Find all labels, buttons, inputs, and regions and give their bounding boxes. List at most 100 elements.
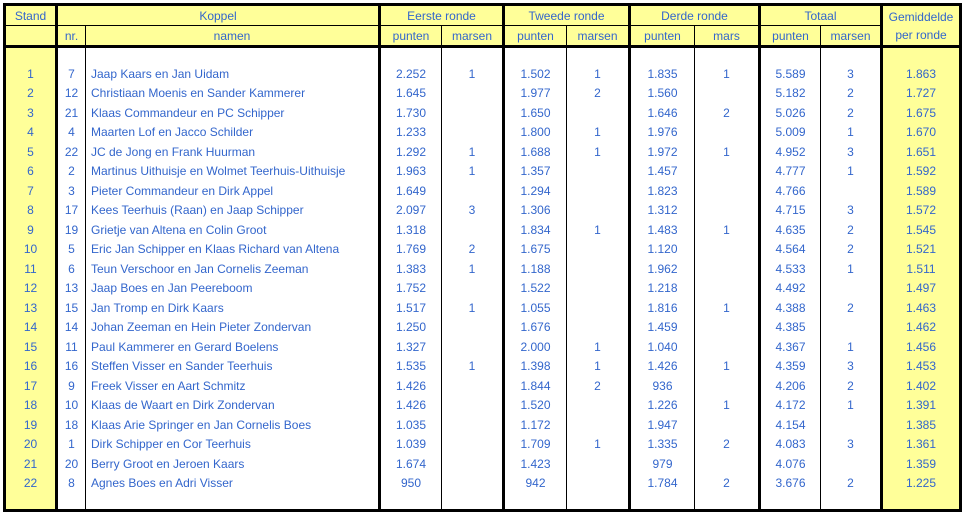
cell-r3-mars (694, 122, 760, 142)
header-gemiddelde: Gemiddelde per ronde (880, 4, 961, 48)
cell-nr: 13 (55, 278, 86, 298)
cell-r1-punten: 1.292 (378, 142, 442, 162)
header-totaal-punten: punten (758, 25, 821, 48)
cell-stand: 21 (4, 454, 57, 474)
cell-r2-marsen (566, 239, 630, 259)
cell-tot-punten: 3.676 (758, 473, 821, 493)
cell-nr: 17 (55, 200, 86, 220)
table-row: 6 2 Martinus Uithuisje en Wolmet Teerhuis-… (4, 161, 961, 181)
cell-r2-marsen: 2 (566, 376, 630, 396)
cell-namen: Klaas de Waart en Dirk Zondervan (85, 395, 380, 415)
table-row: 14 14 Johan Zeeman en Hein Pieter Zonderva… (4, 317, 961, 337)
table-row: 4 4 Maarten Lof en Jacco Schilder 1.233 1.80… (4, 122, 961, 142)
table-row: 3 21 Klaas Commandeur en PC Schipper 1.730 1… (4, 103, 961, 123)
cell-r2-punten: 1.520 (502, 395, 567, 415)
cell-nr: 15 (55, 298, 86, 318)
spacer-cell (55, 493, 86, 511)
cell-r2-marsen: 1 (566, 122, 630, 142)
cell-r2-marsen (566, 415, 630, 435)
cell-r3-mars (694, 317, 760, 337)
header-namen: namen (85, 25, 380, 48)
cell-r1-punten: 1.327 (378, 337, 442, 357)
cell-r2-punten: 942 (502, 473, 567, 493)
cell-r2-marsen (566, 473, 630, 493)
cell-nr: 18 (55, 415, 86, 435)
cell-r3-mars: 1 (694, 220, 760, 240)
cell-r2-marsen (566, 317, 630, 337)
cell-stand: 2 (4, 83, 57, 103)
cell-gemiddelde: 1.391 (880, 395, 961, 415)
cell-r3-mars: 2 (694, 434, 760, 454)
cell-stand: 20 (4, 434, 57, 454)
cell-r1-punten: 1.535 (378, 356, 442, 376)
cell-r1-punten: 1.426 (378, 376, 442, 396)
cell-r3-punten: 1.457 (628, 161, 695, 181)
header-koppel: Koppel (55, 4, 380, 26)
cell-r1-punten: 1.035 (378, 415, 442, 435)
cell-namen: Dirk Schipper en Cor Teerhuis (85, 434, 380, 454)
cell-r1-marsen (441, 83, 504, 103)
cell-r2-marsen: 1 (566, 434, 630, 454)
header-stand-empty (4, 25, 57, 48)
spacer-cell (820, 46, 882, 64)
cell-r2-punten: 1.306 (502, 200, 567, 220)
table-row: 21 20 Berry Groot en Jeroen Kaars 1.674 1.42… (4, 454, 961, 474)
spacer-cell (628, 493, 695, 511)
cell-tot-marsen (820, 454, 882, 474)
cell-namen: Klaas Commandeur en PC Schipper (85, 103, 380, 123)
table-row: 7 3 Pieter Commandeur en Dirk Appel 1.649 1.… (4, 181, 961, 201)
spacer-cell (880, 46, 961, 64)
cell-r1-marsen (441, 434, 504, 454)
spacer-cell (758, 493, 821, 511)
cell-r1-punten: 1.730 (378, 103, 442, 123)
spacer-cell (378, 493, 442, 511)
cell-r3-punten: 1.040 (628, 337, 695, 357)
cell-r1-marsen: 1 (441, 259, 504, 279)
cell-nr: 4 (55, 122, 86, 142)
cell-r1-marsen (441, 103, 504, 123)
cell-r2-punten: 1.188 (502, 259, 567, 279)
table-row: 1 7 Jaap Kaars en Jan Uidam 2.252 1 1.502 1 1.8… (4, 64, 961, 84)
cell-tot-punten: 5.026 (758, 103, 821, 123)
cell-r2-punten: 1.675 (502, 239, 567, 259)
cell-nr: 1 (55, 434, 86, 454)
cell-r3-punten: 1.823 (628, 181, 695, 201)
cell-gemiddelde: 1.497 (880, 278, 961, 298)
cell-r1-marsen (441, 337, 504, 357)
cell-r3-mars (694, 376, 760, 396)
spacer-row-bottom (4, 493, 961, 511)
cell-tot-marsen: 2 (820, 103, 882, 123)
cell-nr: 12 (55, 83, 86, 103)
cell-gemiddelde: 1.670 (880, 122, 961, 142)
cell-r3-mars: 1 (694, 64, 760, 84)
cell-namen: Johan Zeeman en Hein Pieter Zondervan (85, 317, 380, 337)
cell-r1-punten: 1.649 (378, 181, 442, 201)
cell-r3-punten: 1.816 (628, 298, 695, 318)
cell-namen: Kees Teerhuis (Raan) en Jaap Schipper (85, 200, 380, 220)
cell-r1-punten: 950 (378, 473, 442, 493)
cell-stand: 17 (4, 376, 57, 396)
cell-tot-marsen: 1 (820, 259, 882, 279)
cell-tot-marsen: 2 (820, 298, 882, 318)
cell-r1-marsen (441, 395, 504, 415)
cell-r1-marsen (441, 317, 504, 337)
cell-r2-marsen: 1 (566, 64, 630, 84)
cell-namen: Eric Jan Schipper en Klaas Richard van A… (85, 239, 380, 259)
header-tweede-ronde: Tweede ronde (502, 4, 630, 26)
cell-nr: 9 (55, 376, 86, 396)
cell-nr: 7 (55, 64, 86, 84)
spacer-cell (4, 46, 57, 64)
cell-r3-mars (694, 181, 760, 201)
cell-namen: Maarten Lof en Jacco Schilder (85, 122, 380, 142)
cell-tot-punten: 4.715 (758, 200, 821, 220)
header-group-row: Stand Koppel Eerste ronde Tweede ronde D… (4, 4, 961, 48)
cell-r3-mars (694, 83, 760, 103)
cell-r2-punten: 1.294 (502, 181, 567, 201)
standings-body: 1 7 Jaap Kaars en Jan Uidam 2.252 1 1.502 1 1.8… (4, 46, 961, 511)
header-derde-ronde: Derde ronde (628, 4, 760, 26)
cell-r1-punten: 1.645 (378, 83, 442, 103)
cell-r2-punten: 1.709 (502, 434, 567, 454)
cell-namen: JC de Jong en Frank Huurman (85, 142, 380, 162)
cell-nr: 16 (55, 356, 86, 376)
spacer-cell (85, 493, 380, 511)
